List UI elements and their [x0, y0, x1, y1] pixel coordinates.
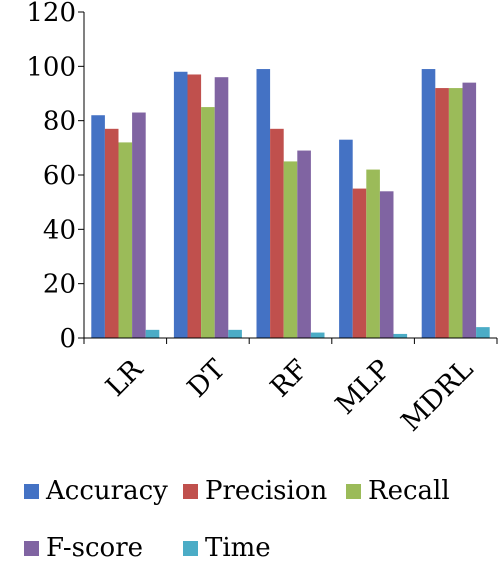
y-tick-label: 60: [43, 161, 76, 191]
legend-item-precision: Precision: [183, 476, 327, 506]
legend-swatch: [183, 484, 198, 499]
x-category-label: RF: [265, 354, 315, 404]
bar-time-lr: [145, 329, 160, 338]
y-tick-label: 20: [43, 270, 76, 300]
bar-f-score-mdrl: [462, 82, 477, 338]
y-axis: 0 20 40 60 80 100 120: [26, 0, 85, 354]
bar-precision-mlp: [352, 188, 367, 338]
bar-recall-mdrl: [448, 88, 463, 338]
bar-accuracy-lr: [91, 115, 105, 338]
bar-f-score-mlp: [379, 191, 394, 338]
bar-precision-dt: [187, 74, 202, 338]
x-category-label: MLP: [330, 354, 397, 421]
y-tick-label: 100: [26, 52, 76, 82]
bar-recall-dt: [201, 107, 215, 338]
bar-recall-lr: [118, 142, 133, 338]
y-tick-label: 0: [59, 324, 76, 354]
legend-label: Recall: [368, 476, 450, 506]
bar-precision-rf: [270, 128, 284, 338]
bar-recall-rf: [283, 161, 298, 338]
y-tick-label: 40: [43, 215, 76, 245]
bar-accuracy-mdrl: [421, 69, 436, 339]
bar-f-score-lr: [132, 112, 146, 339]
bar-time-mlp: [393, 333, 408, 338]
bar-f-score-rf: [297, 150, 311, 338]
legend-item-f-score: F-score: [24, 533, 143, 562]
legend-swatch: [24, 541, 39, 556]
legend-label: Time: [205, 533, 271, 562]
bar-precision-mdrl: [435, 88, 449, 338]
legend-swatch: [24, 484, 39, 499]
legend-label: F-score: [46, 533, 143, 562]
legend-label: Precision: [205, 476, 327, 506]
bar-time-rf: [310, 332, 325, 338]
legend-item-accuracy: Accuracy: [24, 476, 168, 506]
bar-accuracy-mlp: [339, 139, 353, 338]
x-category-label: LR: [100, 353, 149, 402]
legend-swatch: [183, 541, 198, 556]
bar-time-mdrl: [476, 327, 490, 338]
bar-accuracy-dt: [173, 71, 188, 339]
y-tick-label: 80: [43, 107, 76, 137]
legend-label: Accuracy: [45, 476, 168, 506]
y-tick-label: 120: [26, 0, 76, 28]
bar-time-dt: [228, 329, 242, 338]
legend: Accuracy Precision Recall F-score Time: [24, 476, 450, 562]
bars: [91, 69, 490, 339]
legend-item-time: Time: [183, 533, 271, 562]
legend-item-recall: Recall: [346, 476, 450, 506]
bar-precision-lr: [104, 128, 119, 338]
x-category-label: MDRL: [396, 354, 480, 438]
legend-swatch: [346, 484, 361, 499]
bar-f-score-dt: [214, 77, 229, 338]
bar-accuracy-rf: [256, 69, 271, 339]
x-category-label: DT: [182, 354, 232, 404]
bar-recall-mlp: [366, 169, 380, 338]
